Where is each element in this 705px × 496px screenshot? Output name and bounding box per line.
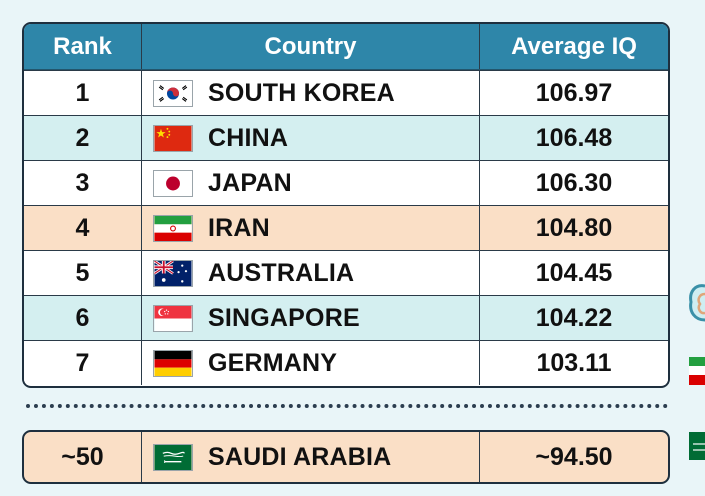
country-cell: SOUTH KOREA — [141, 71, 479, 115]
iq-cell: 106.30 — [479, 161, 668, 205]
table-row: 5 — [24, 250, 668, 295]
country-cell: AUSTRALIA — [141, 251, 479, 295]
table-row: 3 JAPAN 106.30 — [24, 160, 668, 205]
rank-cell: 3 — [75, 168, 90, 197]
iq-cell: 106.97 — [479, 71, 668, 115]
germany-flag-icon — [153, 349, 193, 377]
table-row: 7 GERMANY 103.11 — [24, 340, 668, 385]
china-flag-icon — [153, 124, 193, 152]
country-cell: SINGAPORE — [141, 296, 479, 340]
rank-cell: ~50 — [61, 442, 104, 471]
table-row: 1 SOUTH KOREA 106.97 — [24, 70, 668, 115]
country-cell: CHINA — [141, 116, 479, 160]
iq-cell: 106.48 — [479, 116, 668, 160]
iran-flag-icon — [689, 357, 705, 385]
country-name: SAUDI ARABIA — [208, 442, 392, 471]
iran-flag-icon — [153, 214, 193, 242]
brain-icon — [689, 284, 705, 322]
country-name: SOUTH KOREA — [208, 78, 395, 107]
rank-cell: 5 — [75, 258, 90, 287]
iq-cell: 104.80 — [479, 206, 668, 250]
table-row: 4 IRAN 104.80 — [24, 205, 668, 250]
table-row: 6 SINGAPORE 104.22 — [24, 295, 668, 340]
table-header: Rank Country Average IQ — [24, 24, 668, 70]
country-name: AUSTRALIA — [208, 258, 355, 287]
rank-cell: 6 — [75, 303, 90, 332]
japan-flag-icon — [153, 169, 193, 197]
south-korea-flag-icon — [153, 79, 193, 107]
australia-flag-icon — [153, 259, 193, 287]
iq-ranking-table: Rank Country Average IQ 1 SO — [22, 22, 670, 388]
rank-cell: 1 — [75, 78, 90, 107]
header-country: Country — [141, 24, 479, 69]
dotted-separator — [26, 404, 668, 408]
country-cell: GERMANY — [141, 341, 479, 385]
country-cell: SAUDI ARABIA — [141, 432, 479, 482]
country-name: JAPAN — [208, 168, 292, 197]
table-row: 2 CHINA 106.48 — [24, 115, 668, 160]
country-cell: JAPAN — [141, 161, 479, 205]
header-average-iq: Average IQ — [479, 24, 668, 69]
extra-row-table: ~50 SAUDI ARABIA ~94.50 — [22, 430, 670, 484]
saudi-arabia-flag-icon — [153, 443, 193, 471]
country-name: GERMANY — [208, 348, 338, 377]
country-name: IRAN — [208, 213, 270, 242]
saudi-arabia-flag-icon — [689, 432, 705, 460]
table-row: ~50 SAUDI ARABIA ~94.50 — [24, 432, 668, 482]
iq-cell: 103.11 — [479, 341, 668, 385]
iq-cell: 104.22 — [479, 296, 668, 340]
rank-cell: 4 — [75, 213, 90, 242]
rank-cell: 7 — [75, 348, 90, 377]
rank-cell: 2 — [75, 123, 90, 152]
country-name: SINGAPORE — [208, 303, 360, 332]
header-rank: Rank — [53, 32, 112, 60]
country-cell: IRAN — [141, 206, 479, 250]
iq-cell: 104.45 — [479, 251, 668, 295]
iq-cell: ~94.50 — [479, 432, 668, 482]
singapore-flag-icon — [153, 304, 193, 332]
country-name: CHINA — [208, 123, 289, 152]
